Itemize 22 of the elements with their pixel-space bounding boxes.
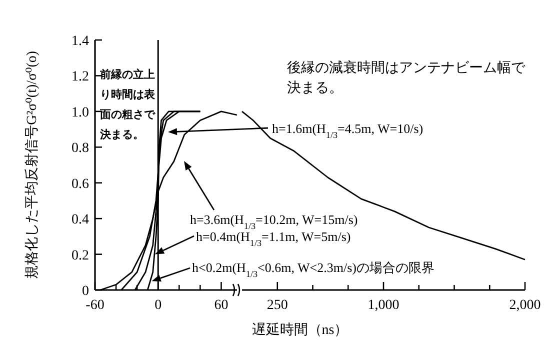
annotation: h=0.4m(H$_{1/3}$=1.1m, W=5m/s) bbox=[196, 229, 351, 248]
annotation: 前縁の立上り時間は表面の粗さで決まる。 bbox=[99, 68, 156, 141]
y-axis-title: 規格化した平均反射信号G²σ⁰(t)/σ⁰(o) bbox=[24, 50, 40, 280]
x-tick-label: 1,000 bbox=[368, 298, 400, 313]
y-tick-label: 0.2 bbox=[72, 248, 89, 264]
annotation: 後縁の減衰時間はアンテナビーム幅で決まる。 bbox=[287, 60, 526, 96]
x-tick-label: -60 bbox=[86, 298, 104, 313]
annotation: h<0.2m(H$_{1/3}$<0.6m, W<2.3m/s)の場合の限界 bbox=[192, 260, 434, 279]
y-tick-label: 0 bbox=[82, 284, 89, 299]
x-tick-label: 0 bbox=[154, 298, 162, 313]
y-tick-label: 1.2 bbox=[72, 70, 89, 85]
x-tick-label: 2,000 bbox=[509, 298, 541, 313]
x-axis-title: 遅延時間（ns） bbox=[252, 322, 348, 338]
y-tick-label: 0.4 bbox=[72, 212, 89, 228]
x-tick-label: 250 bbox=[266, 298, 288, 313]
y-tick-label: 0.8 bbox=[72, 141, 89, 156]
x-tick-label: 60 bbox=[214, 298, 228, 313]
y-tick-label: 0.6 bbox=[72, 176, 89, 192]
annotation: h=3.6m(H$_{1/3}$=10.2m, W=15m/s) bbox=[190, 212, 358, 231]
annotation: h=1.6m(H$_{1/3}$=4.5m, W=10/s) bbox=[272, 121, 424, 140]
y-tick-label: 1.0 bbox=[72, 105, 89, 120]
y-tick-label: 1.4 bbox=[72, 34, 89, 49]
